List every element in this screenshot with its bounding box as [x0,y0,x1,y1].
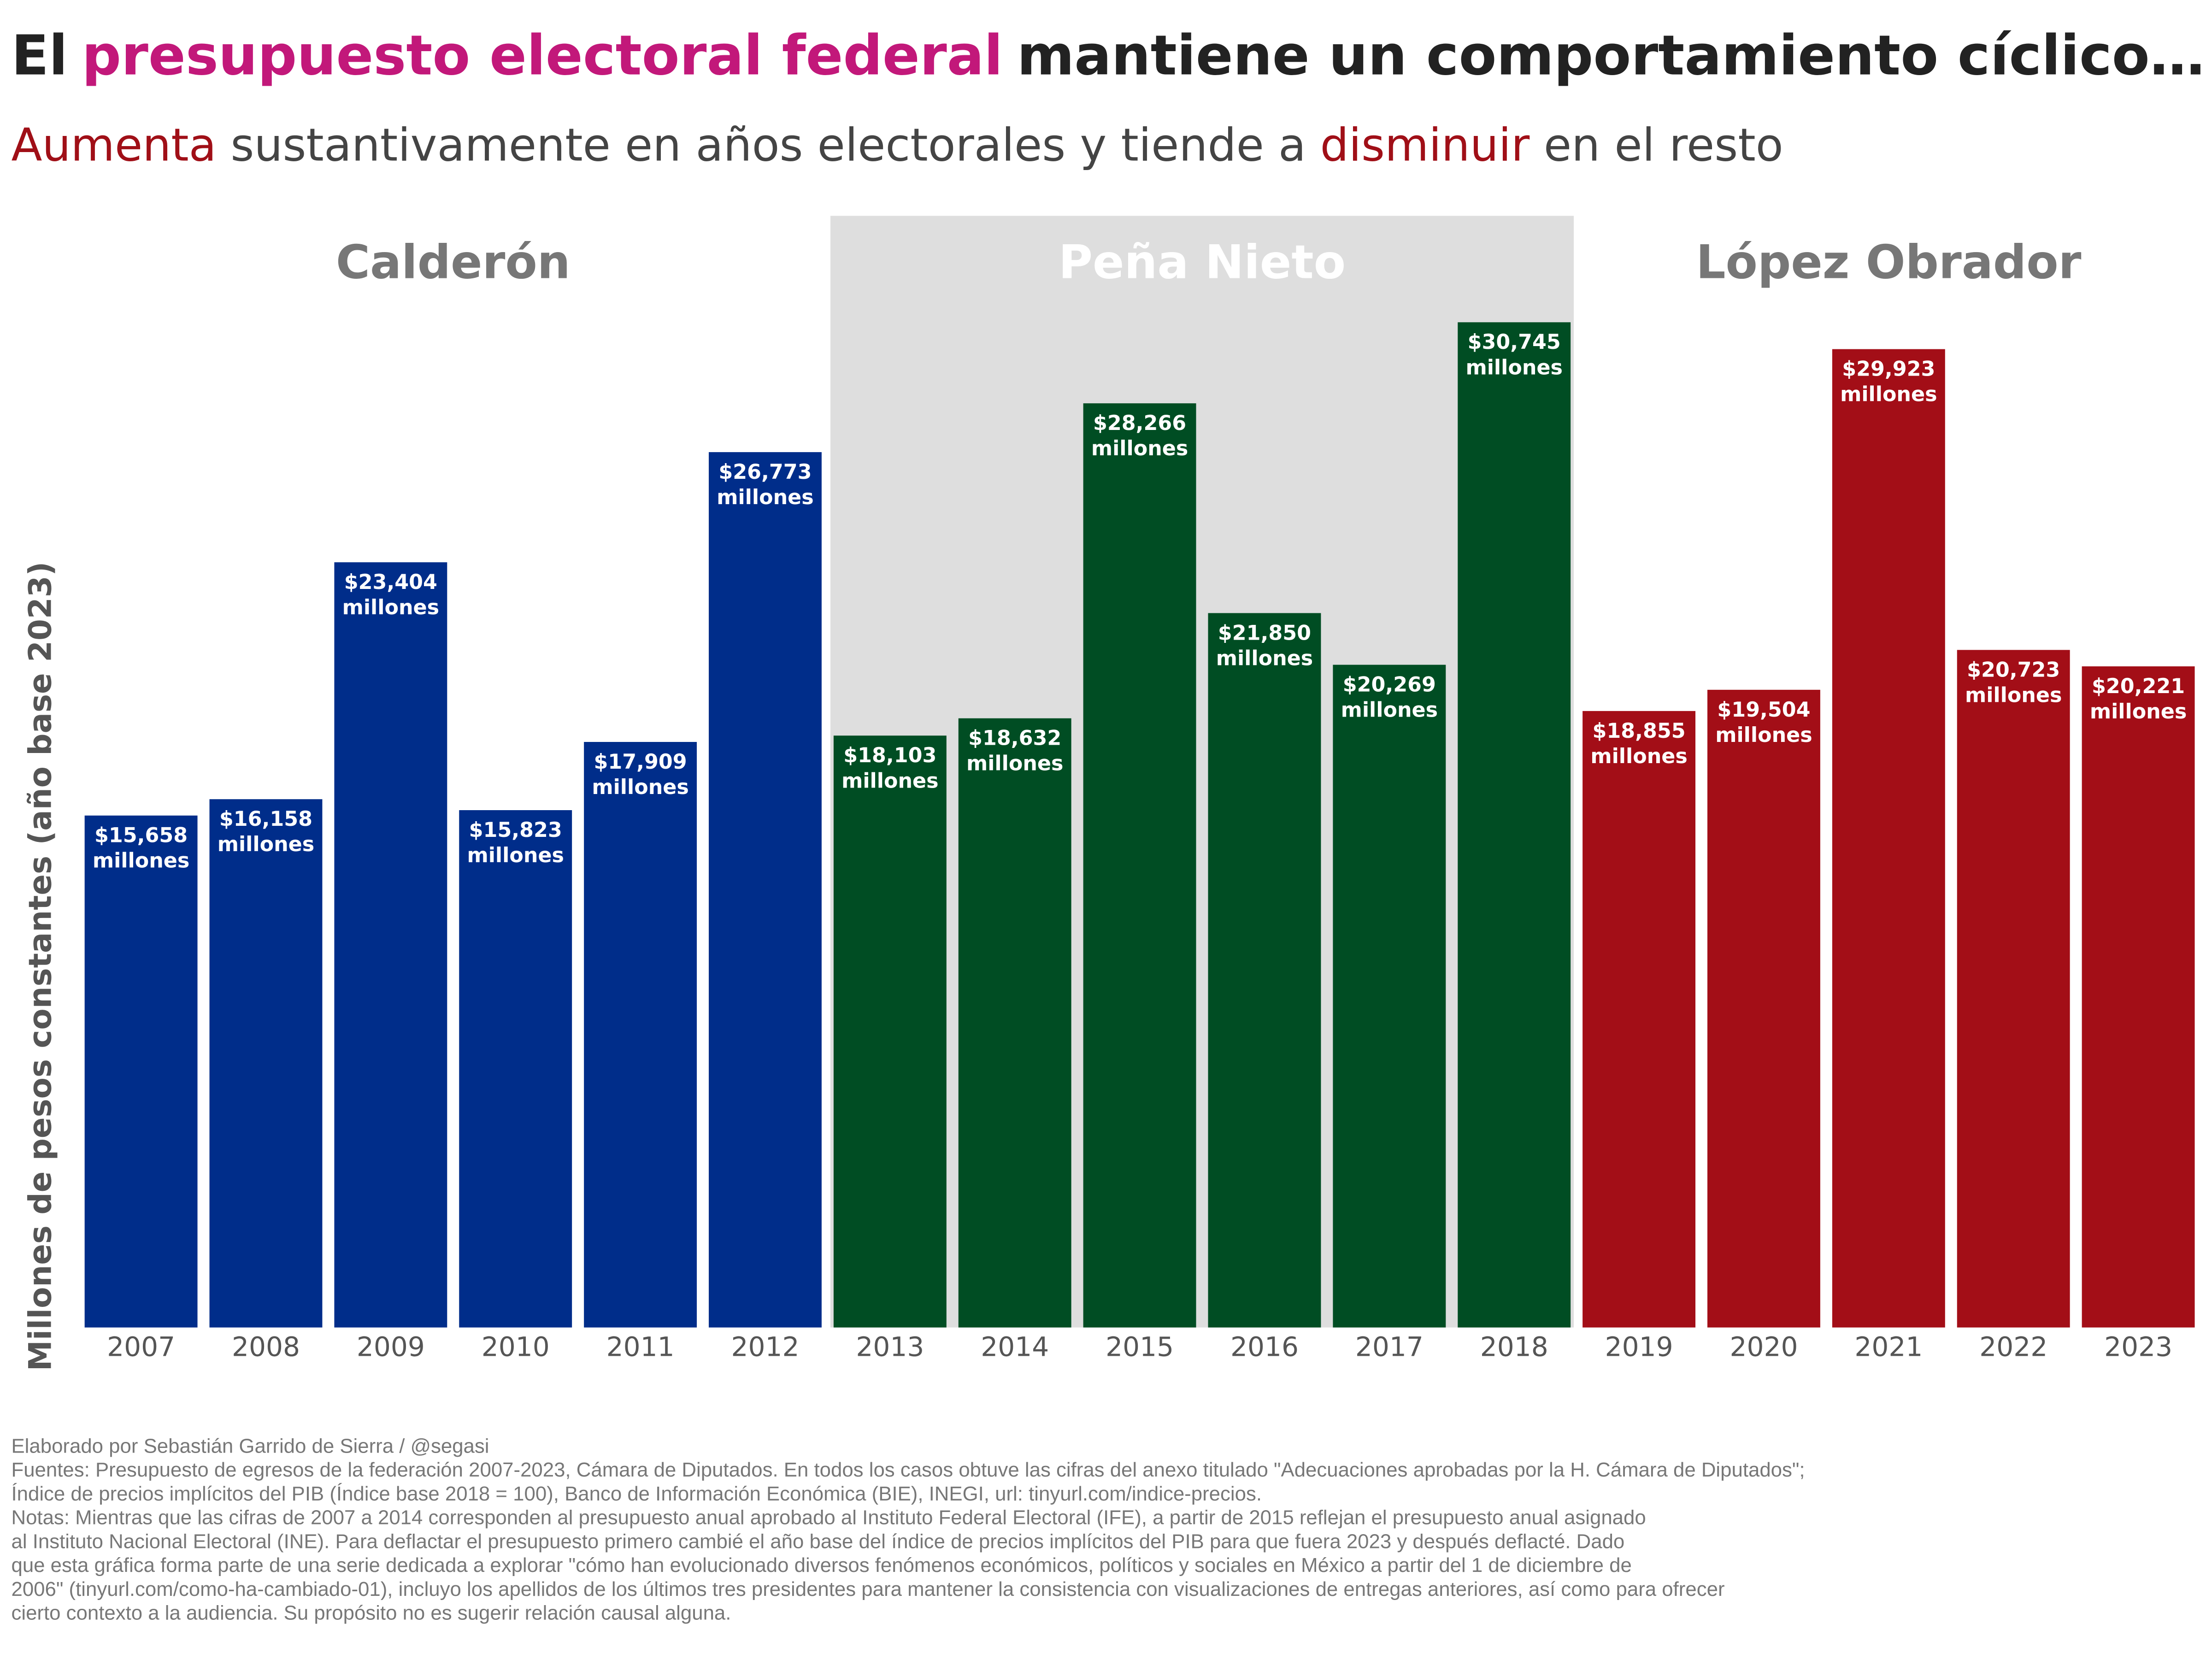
data-label: $19,504 millones [1715,698,1812,747]
subtitle-part: en el resto [1544,119,1783,171]
footnote: Fuentes: Presupuesto de egresos de la fe… [11,1459,1805,1481]
x-tick-label: 2023 [2104,1331,2172,1363]
x-tick-label: 2012 [731,1331,799,1363]
x-tick-label: 2020 [1730,1331,1798,1363]
footnote: 2006" (tinyurl.com/como-ha-cambiado-01),… [11,1578,1724,1600]
bar [1707,689,1820,1328]
footnote: Índice de precios implícitos del PIB (Ín… [11,1483,1262,1505]
bar [958,718,1071,1328]
bar [1832,349,1945,1328]
bar [1333,665,1446,1328]
bar [334,562,447,1328]
data-label: $16,158 millones [218,807,314,856]
bar [2082,666,2195,1328]
x-tick-label: 2016 [1230,1331,1299,1363]
y-axis-label: Millones de pesos constantes (año base 2… [22,562,58,1371]
subtitle-part: disminuir [1320,119,1530,171]
footnote: Notas: Mientras que las cifras de 2007 a… [11,1506,1646,1529]
bar [1583,711,1696,1328]
data-label: $28,266 millones [1091,412,1188,460]
data-label: $18,632 millones [966,727,1063,776]
data-label: $17,909 millones [592,750,688,799]
bar [1458,322,1571,1328]
title-part: presupuesto electoral federal [82,24,1003,88]
x-tick-label: 2010 [482,1331,550,1363]
period-shade [830,216,1574,1328]
data-label: $15,823 millones [467,818,564,867]
chart-subtitle: Aumenta sustantivamente en años electoral… [11,119,1783,171]
legend-label: Peña Nieto [1059,235,1346,289]
data-label: $20,269 millones [1341,673,1438,722]
data-label: $21,850 millones [1216,621,1313,670]
data-label: $20,221 millones [2090,675,2187,724]
x-tick-label: 2019 [1605,1331,1673,1363]
x-tick-label: 2014 [981,1331,1049,1363]
bar [84,815,198,1328]
data-label: $30,745 millones [1465,330,1562,379]
x-tick-label: 2008 [232,1331,300,1363]
footnote: Elaborado por Sebastián Garrido de Sierr… [11,1435,489,1457]
bar [459,810,572,1328]
data-label: $23,404 millones [342,571,439,619]
bar [1957,650,2070,1328]
x-tick-label: 2007 [107,1331,175,1363]
legend-label: López Obrador [1696,235,2081,289]
bar [833,735,947,1328]
chart-title: El presupuesto electoral federal mantiene … [11,24,2205,88]
title-part: El [11,24,67,88]
bar [709,452,822,1328]
bar [1208,613,1321,1328]
footnote: que esta gráfica forma parte de una seri… [11,1554,1631,1577]
footnote: cierto contexto a la audiencia. Su propó… [11,1602,731,1624]
subtitle-part: sustantivamente en años electorales y ti… [230,119,1306,171]
subtitle-part: Aumenta [11,119,216,171]
x-tick-label: 2017 [1355,1331,1424,1363]
data-label: $18,103 millones [841,744,938,793]
x-tick-label: 2021 [1854,1331,1923,1363]
bar [1083,403,1196,1328]
bar [209,799,323,1328]
footnote: al Instituto Nacional Electoral (INE). P… [11,1530,1624,1553]
x-tick-label: 2018 [1480,1331,1548,1363]
data-label: $29,923 millones [1840,358,1937,406]
data-label: $18,855 millones [1590,719,1687,768]
data-label: $26,773 millones [717,460,813,509]
x-tick-label: 2011 [606,1331,675,1363]
data-label: $20,723 millones [1965,658,2062,707]
bar [584,741,697,1328]
legend-label: Calderón [336,235,571,289]
x-tick-label: 2022 [1979,1331,2047,1363]
data-label: $15,658 millones [93,824,189,873]
title-part: mantiene un comportamiento cíclico… [1017,24,2205,88]
x-tick-label: 2009 [357,1331,425,1363]
x-tick-label: 2015 [1106,1331,1174,1363]
x-tick-label: 2013 [856,1331,924,1363]
